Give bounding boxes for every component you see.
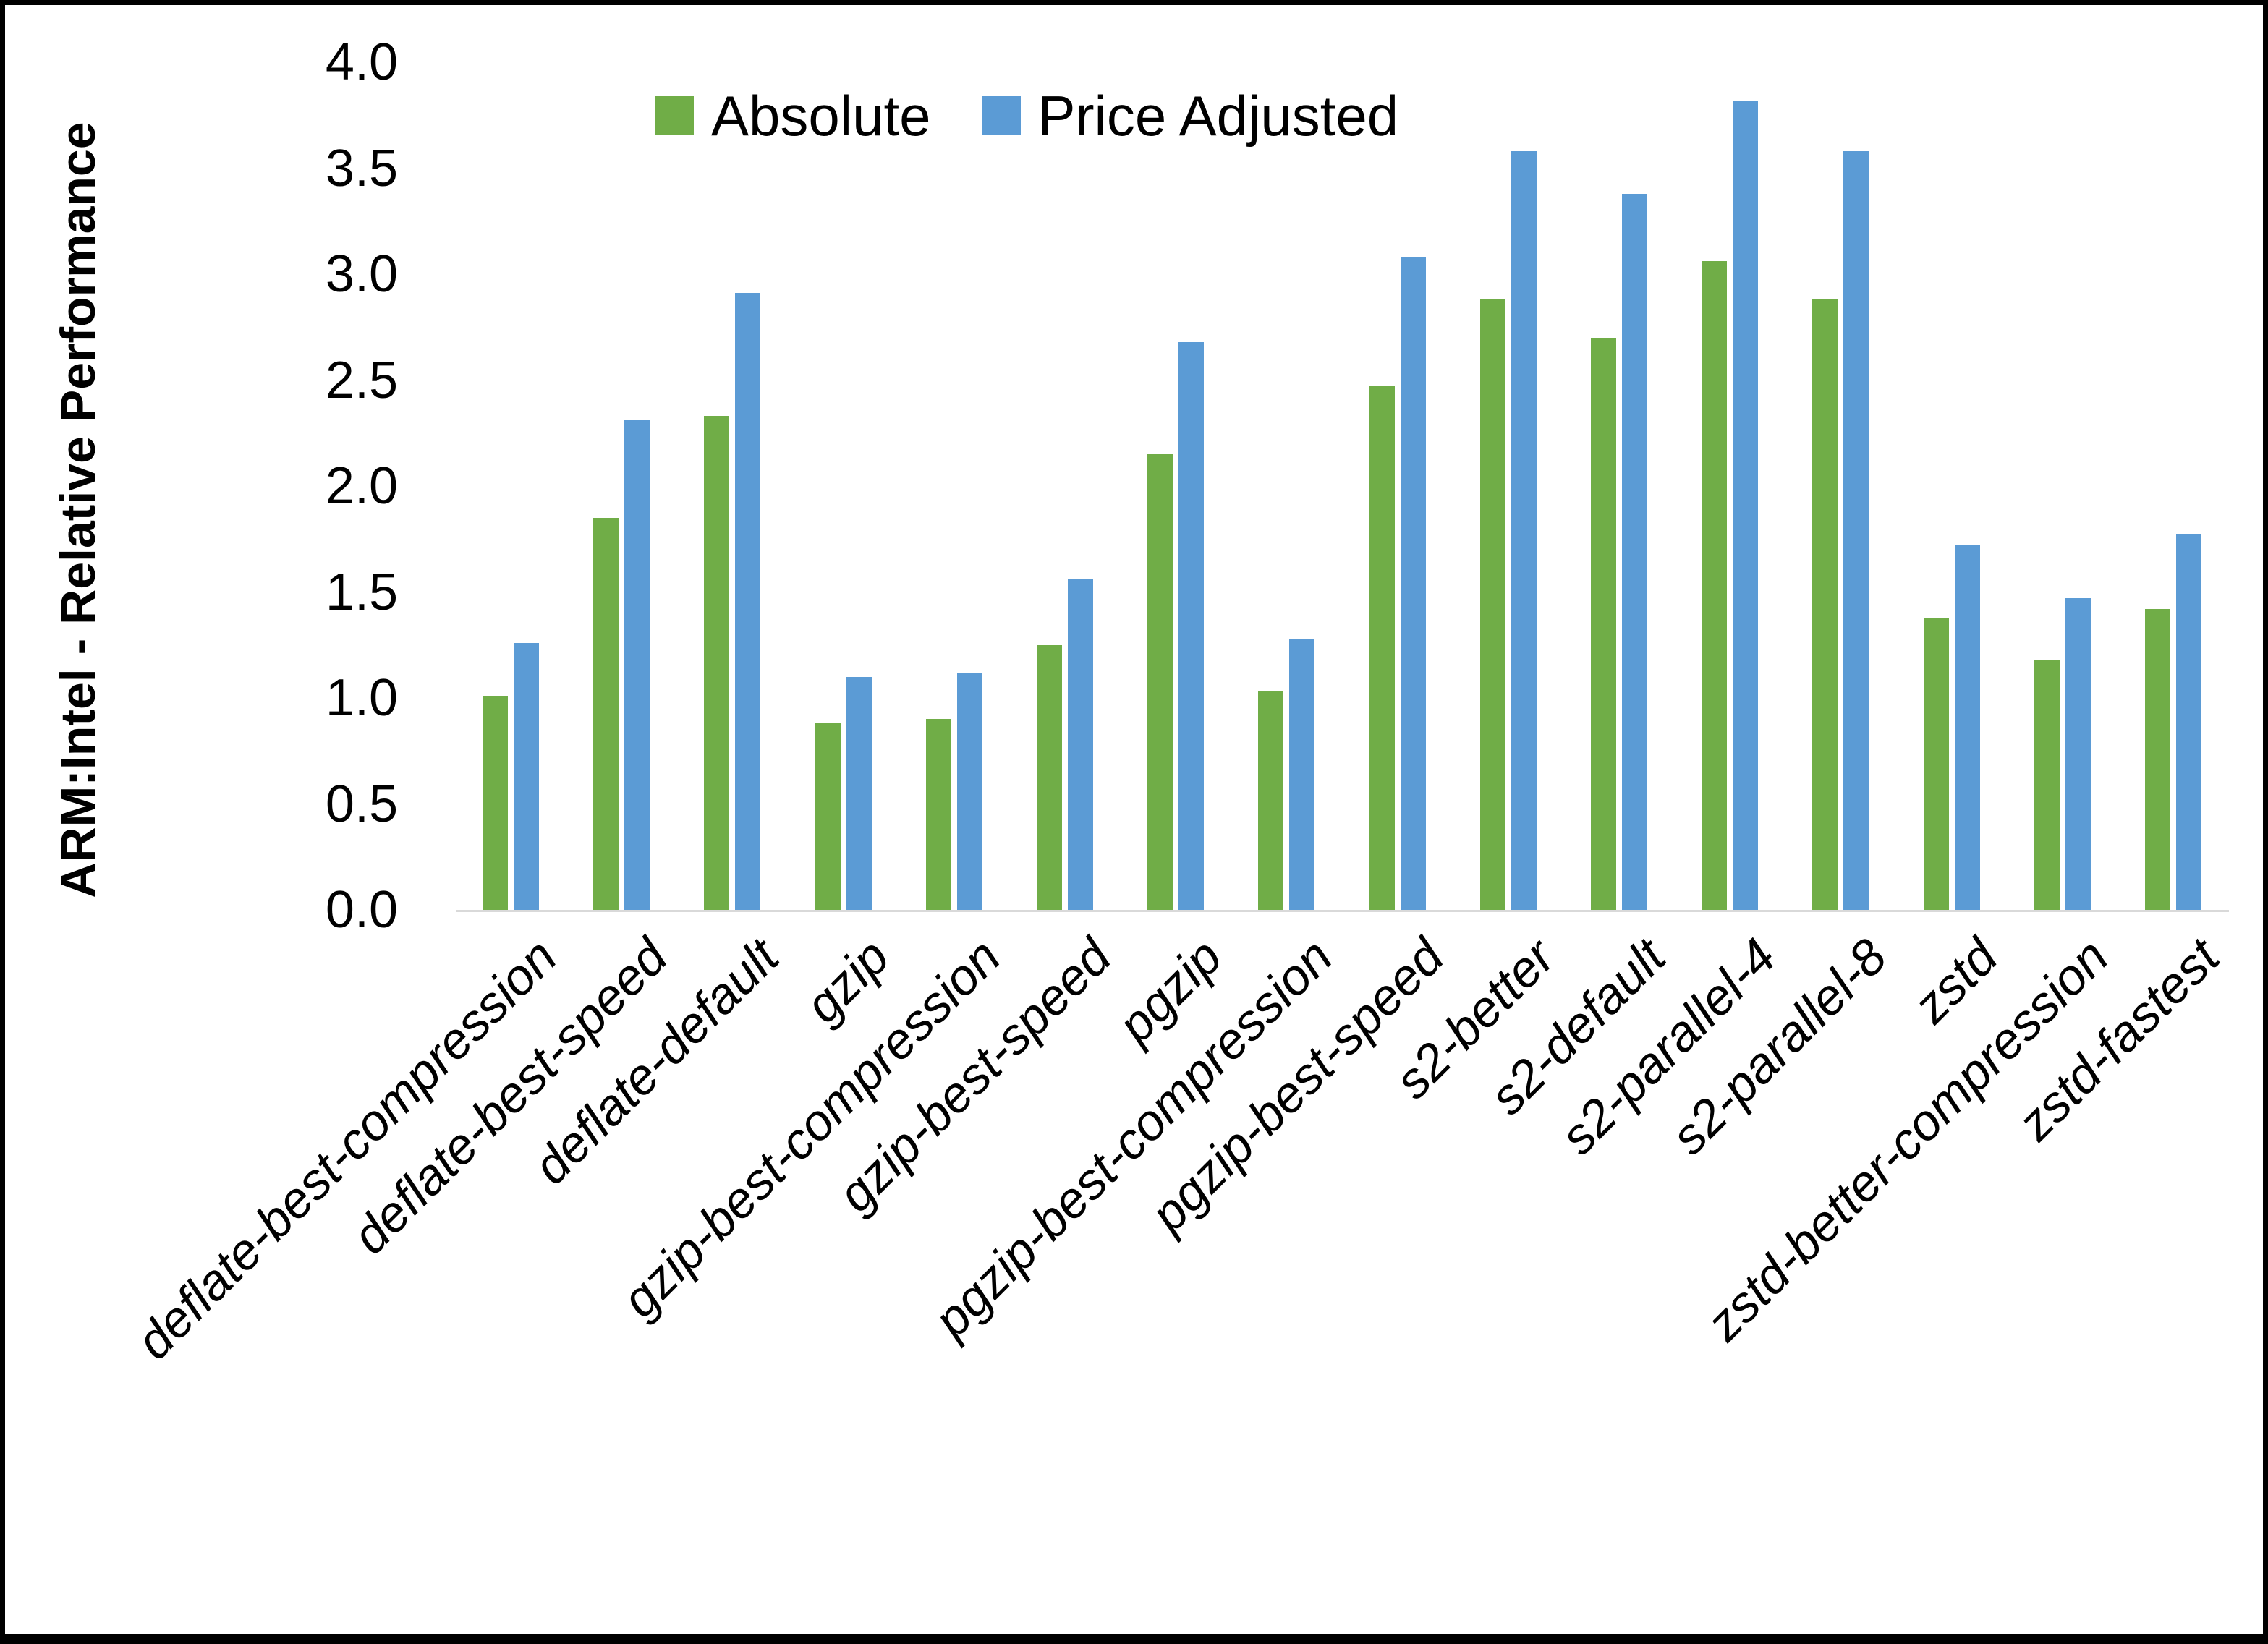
legend-swatch-price-adjusted bbox=[981, 96, 1021, 135]
bar-absolute bbox=[925, 719, 951, 910]
legend-label-absolute: Absolute bbox=[711, 84, 931, 148]
bar-price-adjusted bbox=[846, 676, 872, 910]
bar-absolute bbox=[1258, 691, 1284, 910]
bar-price-adjusted bbox=[735, 293, 761, 910]
legend-item-absolute: Absolute bbox=[655, 88, 931, 144]
bar-price-adjusted bbox=[1843, 151, 1869, 910]
bar-price-adjusted bbox=[1511, 151, 1537, 910]
legend-label-price-adjusted: Price Adjusted bbox=[1037, 84, 1399, 148]
bar-price-adjusted bbox=[956, 672, 982, 910]
legend: Absolute Price Adjusted bbox=[655, 88, 1398, 144]
bar-absolute bbox=[1812, 299, 1838, 910]
bar-absolute bbox=[1369, 386, 1395, 910]
bar-price-adjusted bbox=[2176, 534, 2201, 910]
bar-absolute bbox=[593, 517, 619, 910]
bar-price-adjusted bbox=[1068, 579, 1093, 910]
y-tick-label: 1.0 bbox=[325, 669, 398, 727]
bar-absolute bbox=[815, 723, 841, 910]
bar-price-adjusted bbox=[1400, 257, 1426, 910]
y-tick-label: 0.5 bbox=[325, 775, 398, 833]
legend-swatch-absolute bbox=[655, 96, 694, 135]
bar-absolute bbox=[1037, 644, 1062, 910]
bar-price-adjusted bbox=[624, 420, 650, 910]
bar-absolute bbox=[2145, 608, 2170, 910]
y-tick-label: 2.5 bbox=[325, 351, 398, 409]
y-tick-label: 1.5 bbox=[325, 563, 398, 621]
bar-price-adjusted bbox=[1954, 545, 1980, 910]
bar-absolute bbox=[1702, 261, 1728, 910]
bar-absolute bbox=[704, 416, 730, 910]
x-axis-line bbox=[456, 910, 2229, 912]
bar-absolute bbox=[1147, 454, 1173, 910]
bar-price-adjusted bbox=[1733, 100, 1759, 910]
y-tick-label: 2.0 bbox=[325, 457, 398, 515]
bar-price-adjusted bbox=[2065, 598, 2091, 910]
bar-price-adjusted bbox=[514, 642, 539, 910]
y-tick-label: 0.0 bbox=[325, 881, 398, 939]
bar-price-adjusted bbox=[1289, 638, 1315, 910]
bar-price-adjusted bbox=[1622, 193, 1647, 910]
y-tick-label: 3.5 bbox=[325, 139, 398, 197]
bar-price-adjusted bbox=[1178, 341, 1205, 910]
bar-absolute bbox=[1923, 617, 1949, 910]
bar-absolute bbox=[2034, 660, 2060, 910]
bar-absolute bbox=[1591, 337, 1616, 910]
bar-absolute bbox=[483, 696, 508, 910]
y-tick-label: 3.0 bbox=[325, 245, 398, 303]
x-category-label: deflate-best-compression bbox=[125, 928, 568, 1371]
bar-absolute bbox=[1479, 299, 1505, 910]
legend-item-price-adjusted: Price Adjusted bbox=[981, 84, 1399, 148]
y-tick-label: 4.0 bbox=[325, 33, 398, 91]
